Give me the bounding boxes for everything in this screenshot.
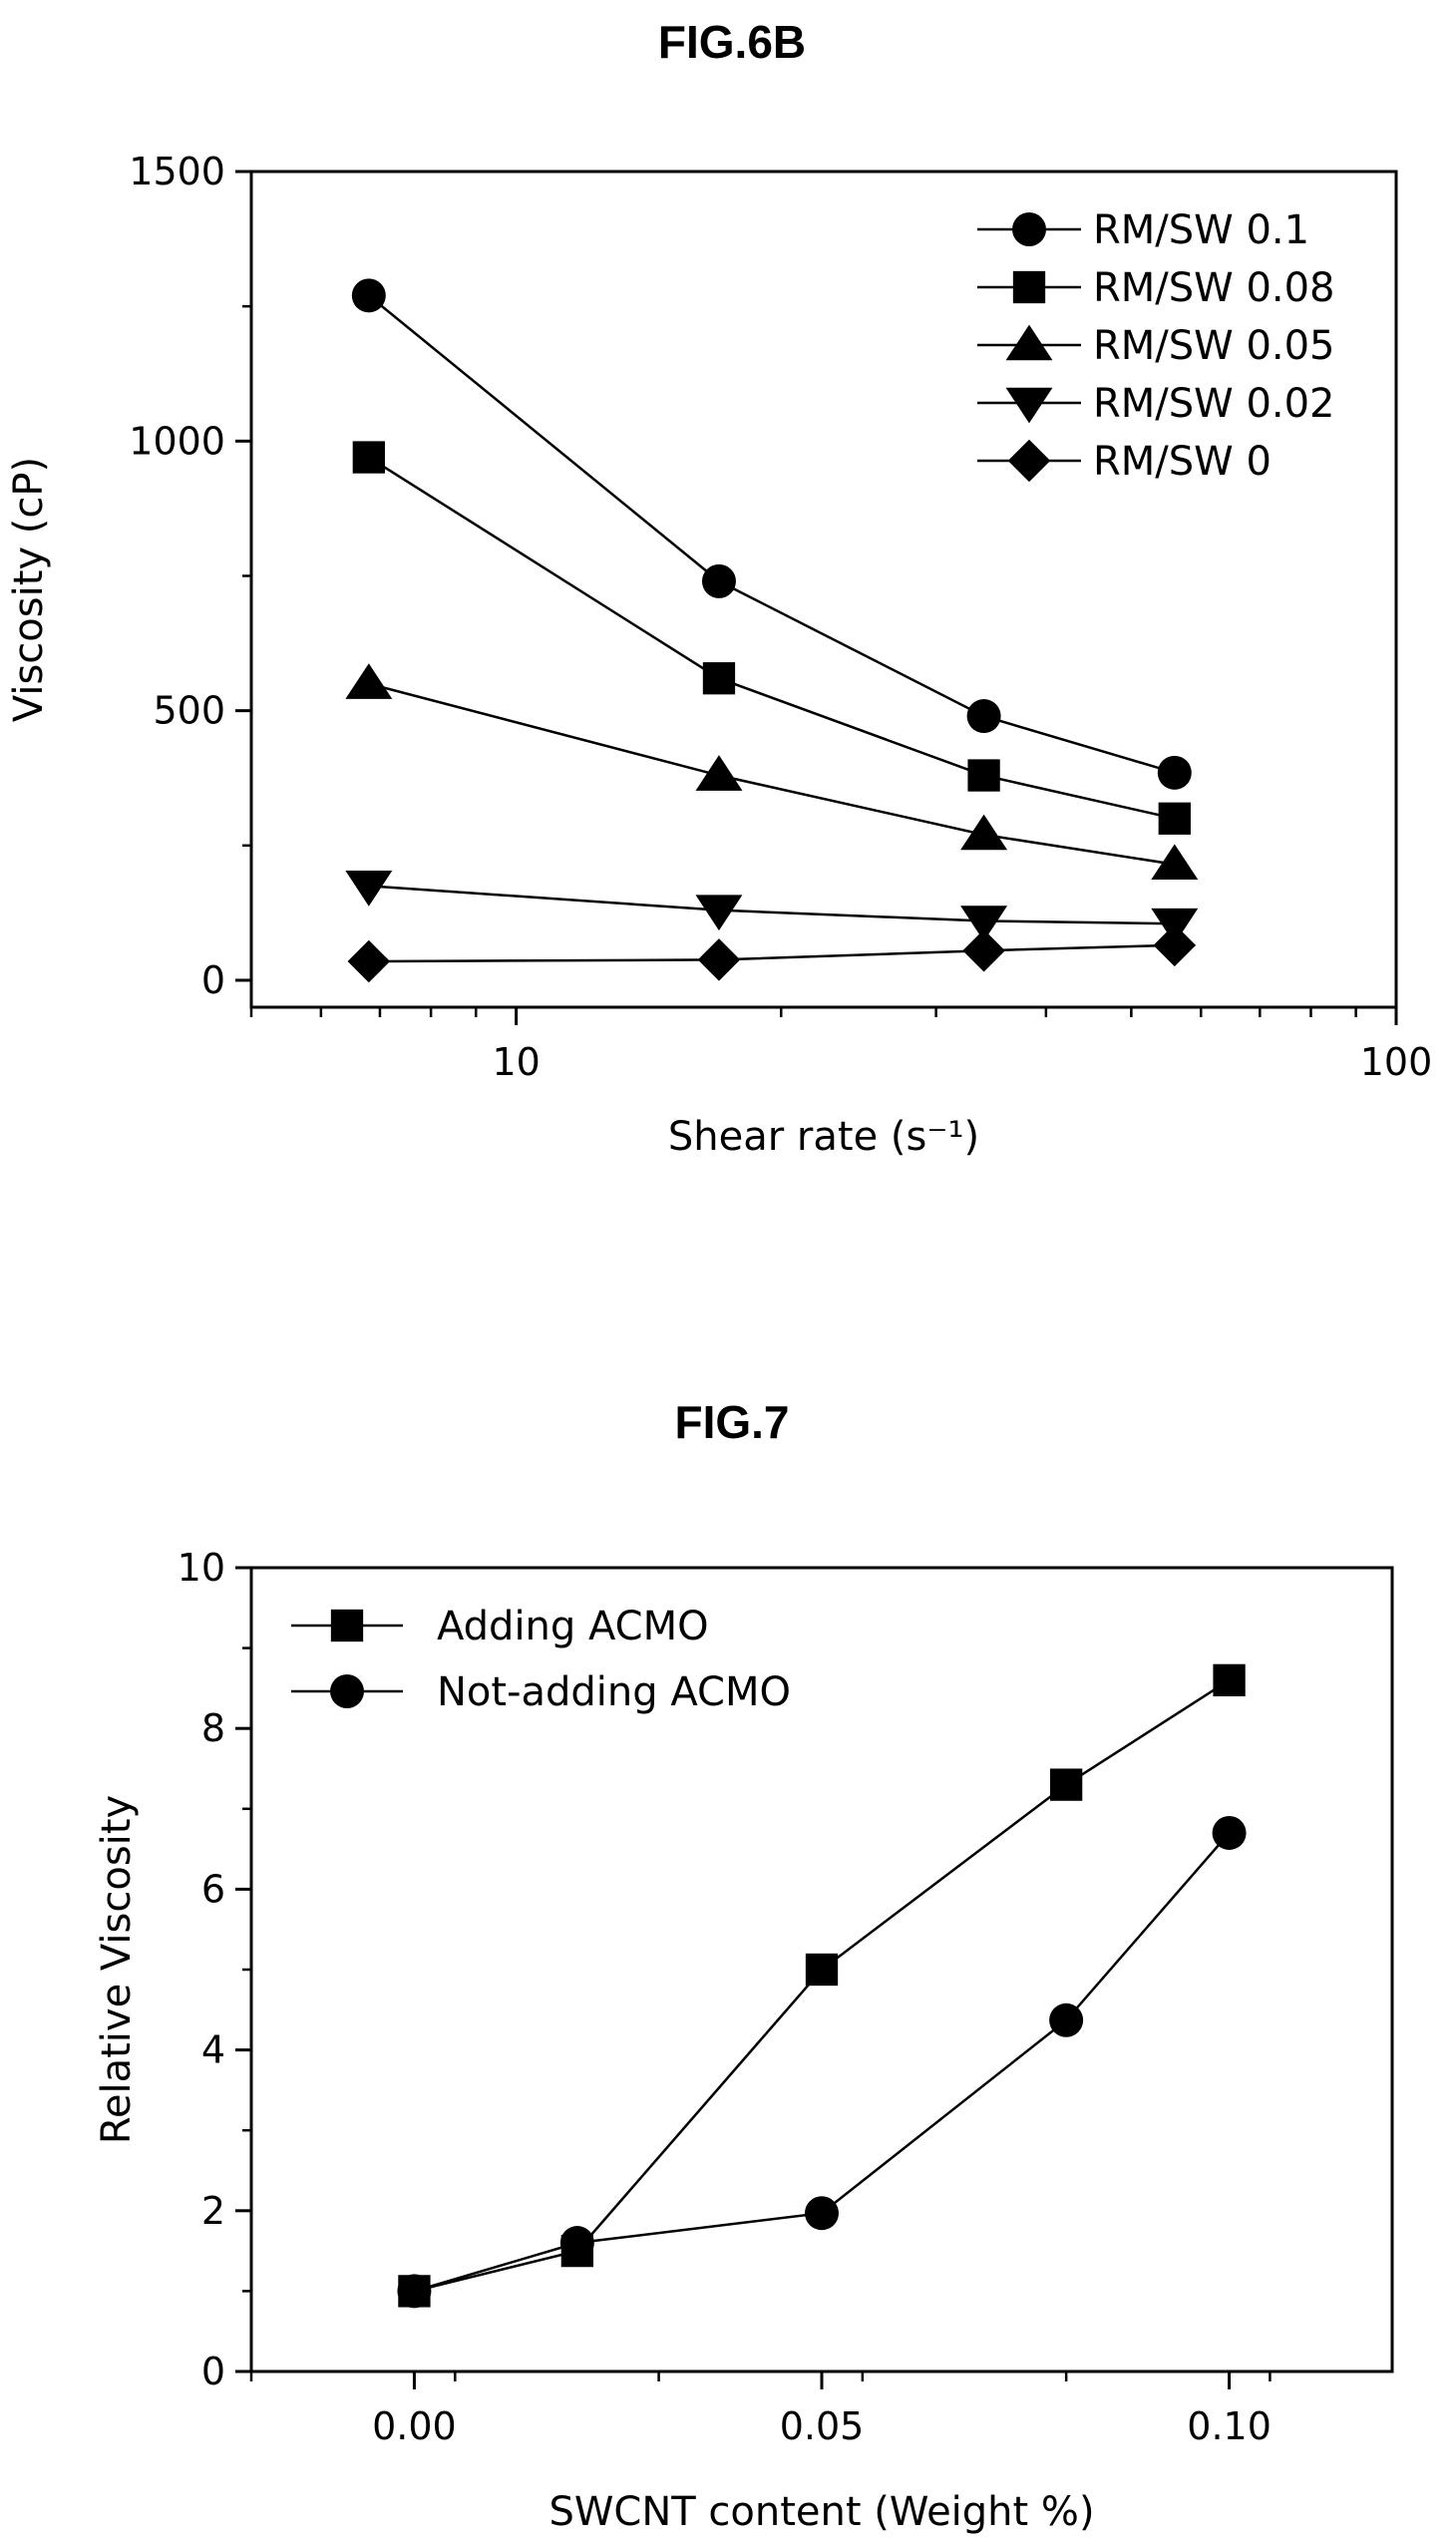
y-tick-label: 0 — [201, 2350, 225, 2393]
x-axis-label: Shear rate (s⁻¹) — [668, 1114, 979, 1160]
legend-label: Adding ACMO — [437, 1604, 709, 1649]
legend-marker-diamond — [1007, 439, 1051, 483]
y-tick-label: 10 — [178, 1546, 225, 1590]
data-point-triangle-up — [1151, 844, 1199, 881]
data-point-circle — [1157, 755, 1192, 790]
x-tick-label: 100 — [1360, 1040, 1433, 1084]
legend-marker-circle — [330, 1674, 364, 1708]
y-tick-label: 1500 — [129, 150, 225, 193]
y-tick-label: 6 — [201, 1867, 225, 1911]
data-point-square — [1158, 802, 1191, 835]
y-tick-label: 1000 — [129, 419, 225, 463]
data-point-square — [1213, 1663, 1246, 1696]
data-point-square — [967, 759, 1000, 792]
legend-marker-triangle-down — [1005, 387, 1053, 424]
y-axis-label: Viscosity (cP) — [6, 457, 52, 722]
legend-label: RM/SW 0.1 — [1093, 207, 1309, 253]
viscosity-vs-shear-rate-chart: 0 500 1000 1500 10 100 Shear rate (s⁻¹) Viscosi… — [6, 150, 1432, 1160]
data-point-triangle-up — [345, 663, 393, 699]
legend-marker-triangle-up — [1005, 324, 1053, 361]
data-point-square — [702, 662, 736, 695]
legend-marker-square — [1012, 270, 1046, 304]
series-line — [368, 294, 1176, 775]
plot-frame — [249, 170, 1398, 1009]
data-point-triangle-down — [695, 895, 743, 931]
data-point-triangle-down — [345, 871, 393, 907]
data-point-triangle-down — [960, 906, 1008, 941]
legend-label: Not-adding ACMO — [437, 1669, 791, 1715]
data-point-diamond — [347, 939, 391, 983]
data-point-circle — [559, 2226, 594, 2261]
series-line — [368, 682, 1175, 866]
legend-label: RM/SW 0.08 — [1093, 265, 1335, 311]
data-point-diamond — [697, 938, 741, 981]
data-point-circle — [966, 699, 1001, 734]
legend-label: RM/SW 0.05 — [1093, 323, 1335, 369]
x-tick-label: 0.05 — [780, 2404, 865, 2448]
relative-viscosity-vs-swcnt-chart: 0 2 4 6 8 10 0.00 0.05 0.10 SWCNT content (Weight… — [94, 1546, 1394, 2535]
data-point-triangle-up — [695, 755, 743, 791]
data-point-circle — [701, 563, 736, 598]
data-point-circle — [805, 2196, 839, 2231]
y-tick-label: 4 — [201, 2028, 225, 2072]
data-point-square — [352, 441, 385, 474]
y-axis-label: Relative Viscosity — [94, 1795, 140, 2144]
y-tick-label: 500 — [153, 689, 225, 733]
legend-marker-circle — [1012, 212, 1046, 246]
legend-label: RM/SW 0.02 — [1093, 381, 1335, 427]
data-point-diamond — [962, 928, 1005, 972]
data-point-circle — [351, 278, 386, 313]
series-line — [368, 456, 1176, 820]
legend-label: RM/SW 0 — [1093, 439, 1272, 485]
y-tick-label: 2 — [201, 2189, 225, 2233]
x-axis-label: SWCNT content (Weight %) — [548, 2489, 1094, 2535]
data-point-diamond — [1153, 923, 1197, 967]
figure-6b-title: FIG.6B — [658, 16, 806, 68]
x-tick-label: 0.00 — [372, 2404, 457, 2448]
x-tick-label: 10 — [492, 1040, 540, 1084]
data-point-circle — [1049, 2002, 1084, 2037]
series-line — [368, 885, 1175, 925]
y-tick-label: 0 — [201, 958, 225, 1002]
x-tick-label: 0.10 — [1187, 2404, 1272, 2448]
data-point-square — [1049, 1768, 1083, 1801]
data-point-triangle-up — [960, 814, 1008, 851]
y-tick-label: 8 — [201, 1706, 225, 1750]
series-line — [368, 943, 1175, 963]
data-point-circle — [1212, 1815, 1247, 1850]
data-point-square — [805, 1953, 839, 1987]
legend-marker-square — [330, 1609, 364, 1642]
figure-7-title: FIG.7 — [674, 1396, 789, 1448]
data-point-circle — [397, 2274, 432, 2309]
